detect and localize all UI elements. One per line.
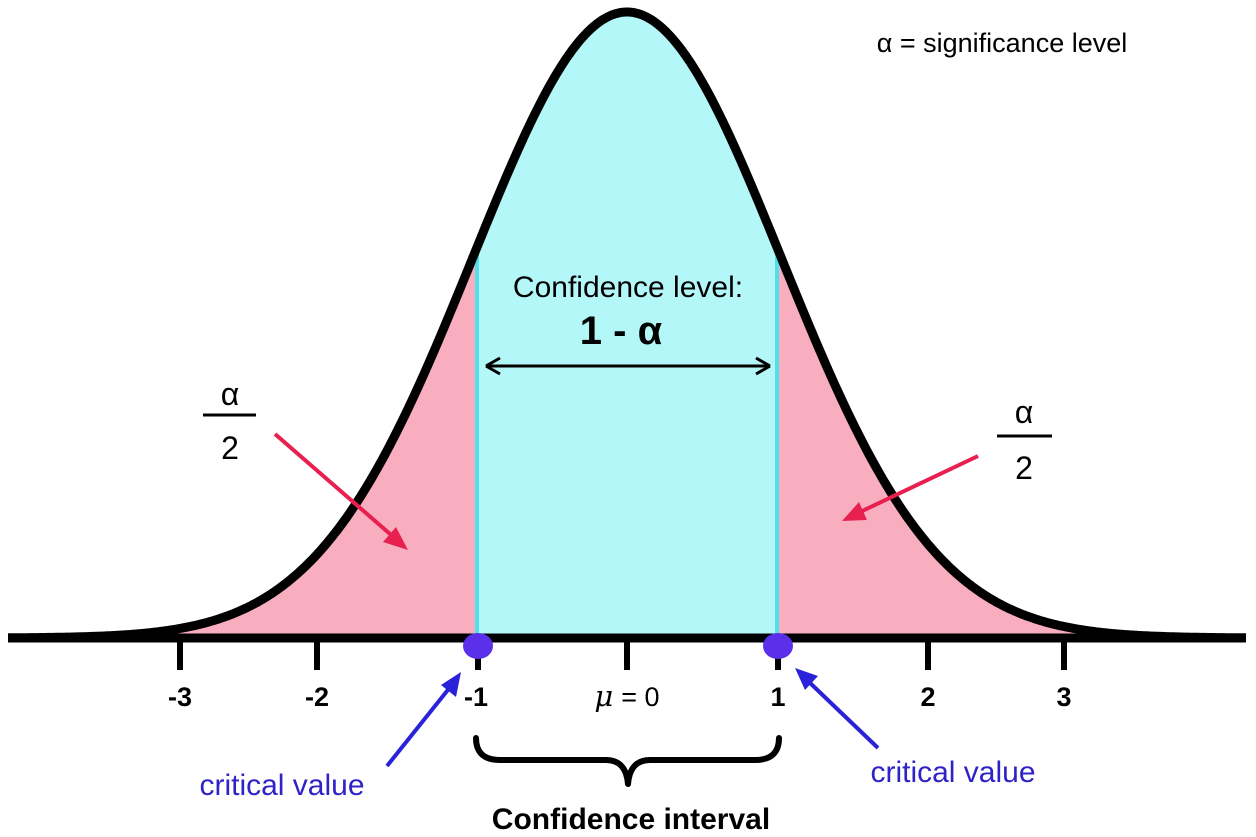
critical-value-label-right: critical value xyxy=(870,756,1035,789)
confidence-interval-brace xyxy=(473,735,782,787)
right-fraction-denominator: 2 xyxy=(1015,450,1033,486)
right-critical-arrow xyxy=(795,668,880,750)
confidence-span-arrow xyxy=(485,356,771,376)
left-critical-arrow xyxy=(385,672,461,768)
left-tail-arrow xyxy=(273,432,408,550)
confidence-level-formula: 1 - α xyxy=(580,309,663,353)
right-tail-arrow xyxy=(842,454,979,521)
bell-curve xyxy=(5,7,1249,643)
confidence-interval-label: Confidence interval xyxy=(492,803,770,836)
left-tail-region xyxy=(60,247,477,639)
right-tail-fraction: α 2 xyxy=(997,394,1052,486)
tick-label-1: 1 xyxy=(770,682,785,712)
axis-ticks xyxy=(177,640,1067,670)
tick-label-neg3: -3 xyxy=(168,682,192,712)
left-tail-fraction: α 2 xyxy=(203,376,256,466)
critical-point-left xyxy=(463,633,493,659)
mean-value: = 0 xyxy=(621,682,659,712)
critical-point-right xyxy=(763,633,793,659)
confidence-region xyxy=(477,12,777,638)
right-tail-region xyxy=(777,247,1190,639)
tick-label-2: 2 xyxy=(920,682,935,712)
confidence-level-label: Confidence level: xyxy=(513,271,743,304)
tick-label-neg1: -1 xyxy=(464,682,488,712)
tick-label-neg2: -2 xyxy=(305,682,329,712)
mean-label: μ = 0 xyxy=(594,679,659,713)
left-fraction-numerator: α xyxy=(221,376,240,412)
significance-level-label: α = significance level xyxy=(877,28,1128,58)
tick-label-3: 3 xyxy=(1056,682,1071,712)
left-fraction-denominator: 2 xyxy=(221,430,239,466)
right-fraction-numerator: α xyxy=(1015,394,1034,430)
critical-value-label-left: critical value xyxy=(199,769,364,802)
mean-symbol: μ xyxy=(594,679,613,713)
